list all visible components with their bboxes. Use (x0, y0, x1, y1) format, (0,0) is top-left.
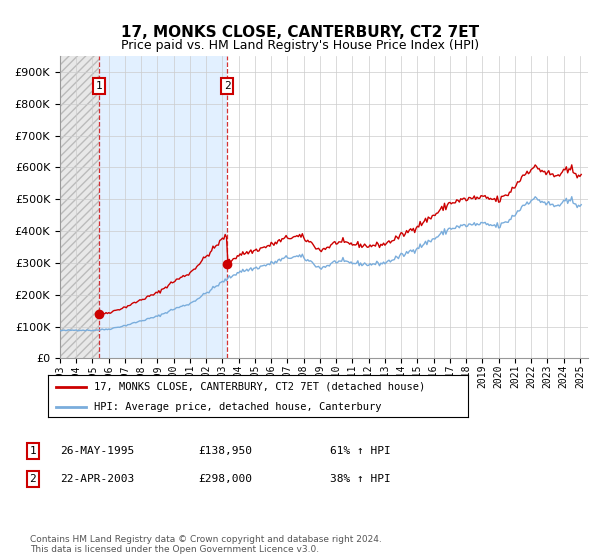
Text: 22-APR-2003: 22-APR-2003 (60, 474, 134, 484)
Text: 1: 1 (95, 81, 102, 91)
Text: £138,950: £138,950 (198, 446, 252, 456)
Text: Price paid vs. HM Land Registry's House Price Index (HPI): Price paid vs. HM Land Registry's House … (121, 39, 479, 52)
Text: 1: 1 (29, 446, 37, 456)
Text: 38% ↑ HPI: 38% ↑ HPI (330, 474, 391, 484)
Text: Contains HM Land Registry data © Crown copyright and database right 2024.
This d: Contains HM Land Registry data © Crown c… (30, 535, 382, 554)
Bar (60, 56, 98, 358)
Text: £298,000: £298,000 (198, 474, 252, 484)
Text: 2: 2 (29, 474, 37, 484)
Text: HPI: Average price, detached house, Canterbury: HPI: Average price, detached house, Cant… (94, 402, 382, 412)
Text: 17, MONKS CLOSE, CANTERBURY, CT2 7ET (detached house): 17, MONKS CLOSE, CANTERBURY, CT2 7ET (de… (94, 382, 425, 392)
Text: 2: 2 (224, 81, 231, 91)
Bar (98, 56, 227, 358)
Text: 26-MAY-1995: 26-MAY-1995 (60, 446, 134, 456)
Text: 61% ↑ HPI: 61% ↑ HPI (330, 446, 391, 456)
Text: 17, MONKS CLOSE, CANTERBURY, CT2 7ET: 17, MONKS CLOSE, CANTERBURY, CT2 7ET (121, 25, 479, 40)
